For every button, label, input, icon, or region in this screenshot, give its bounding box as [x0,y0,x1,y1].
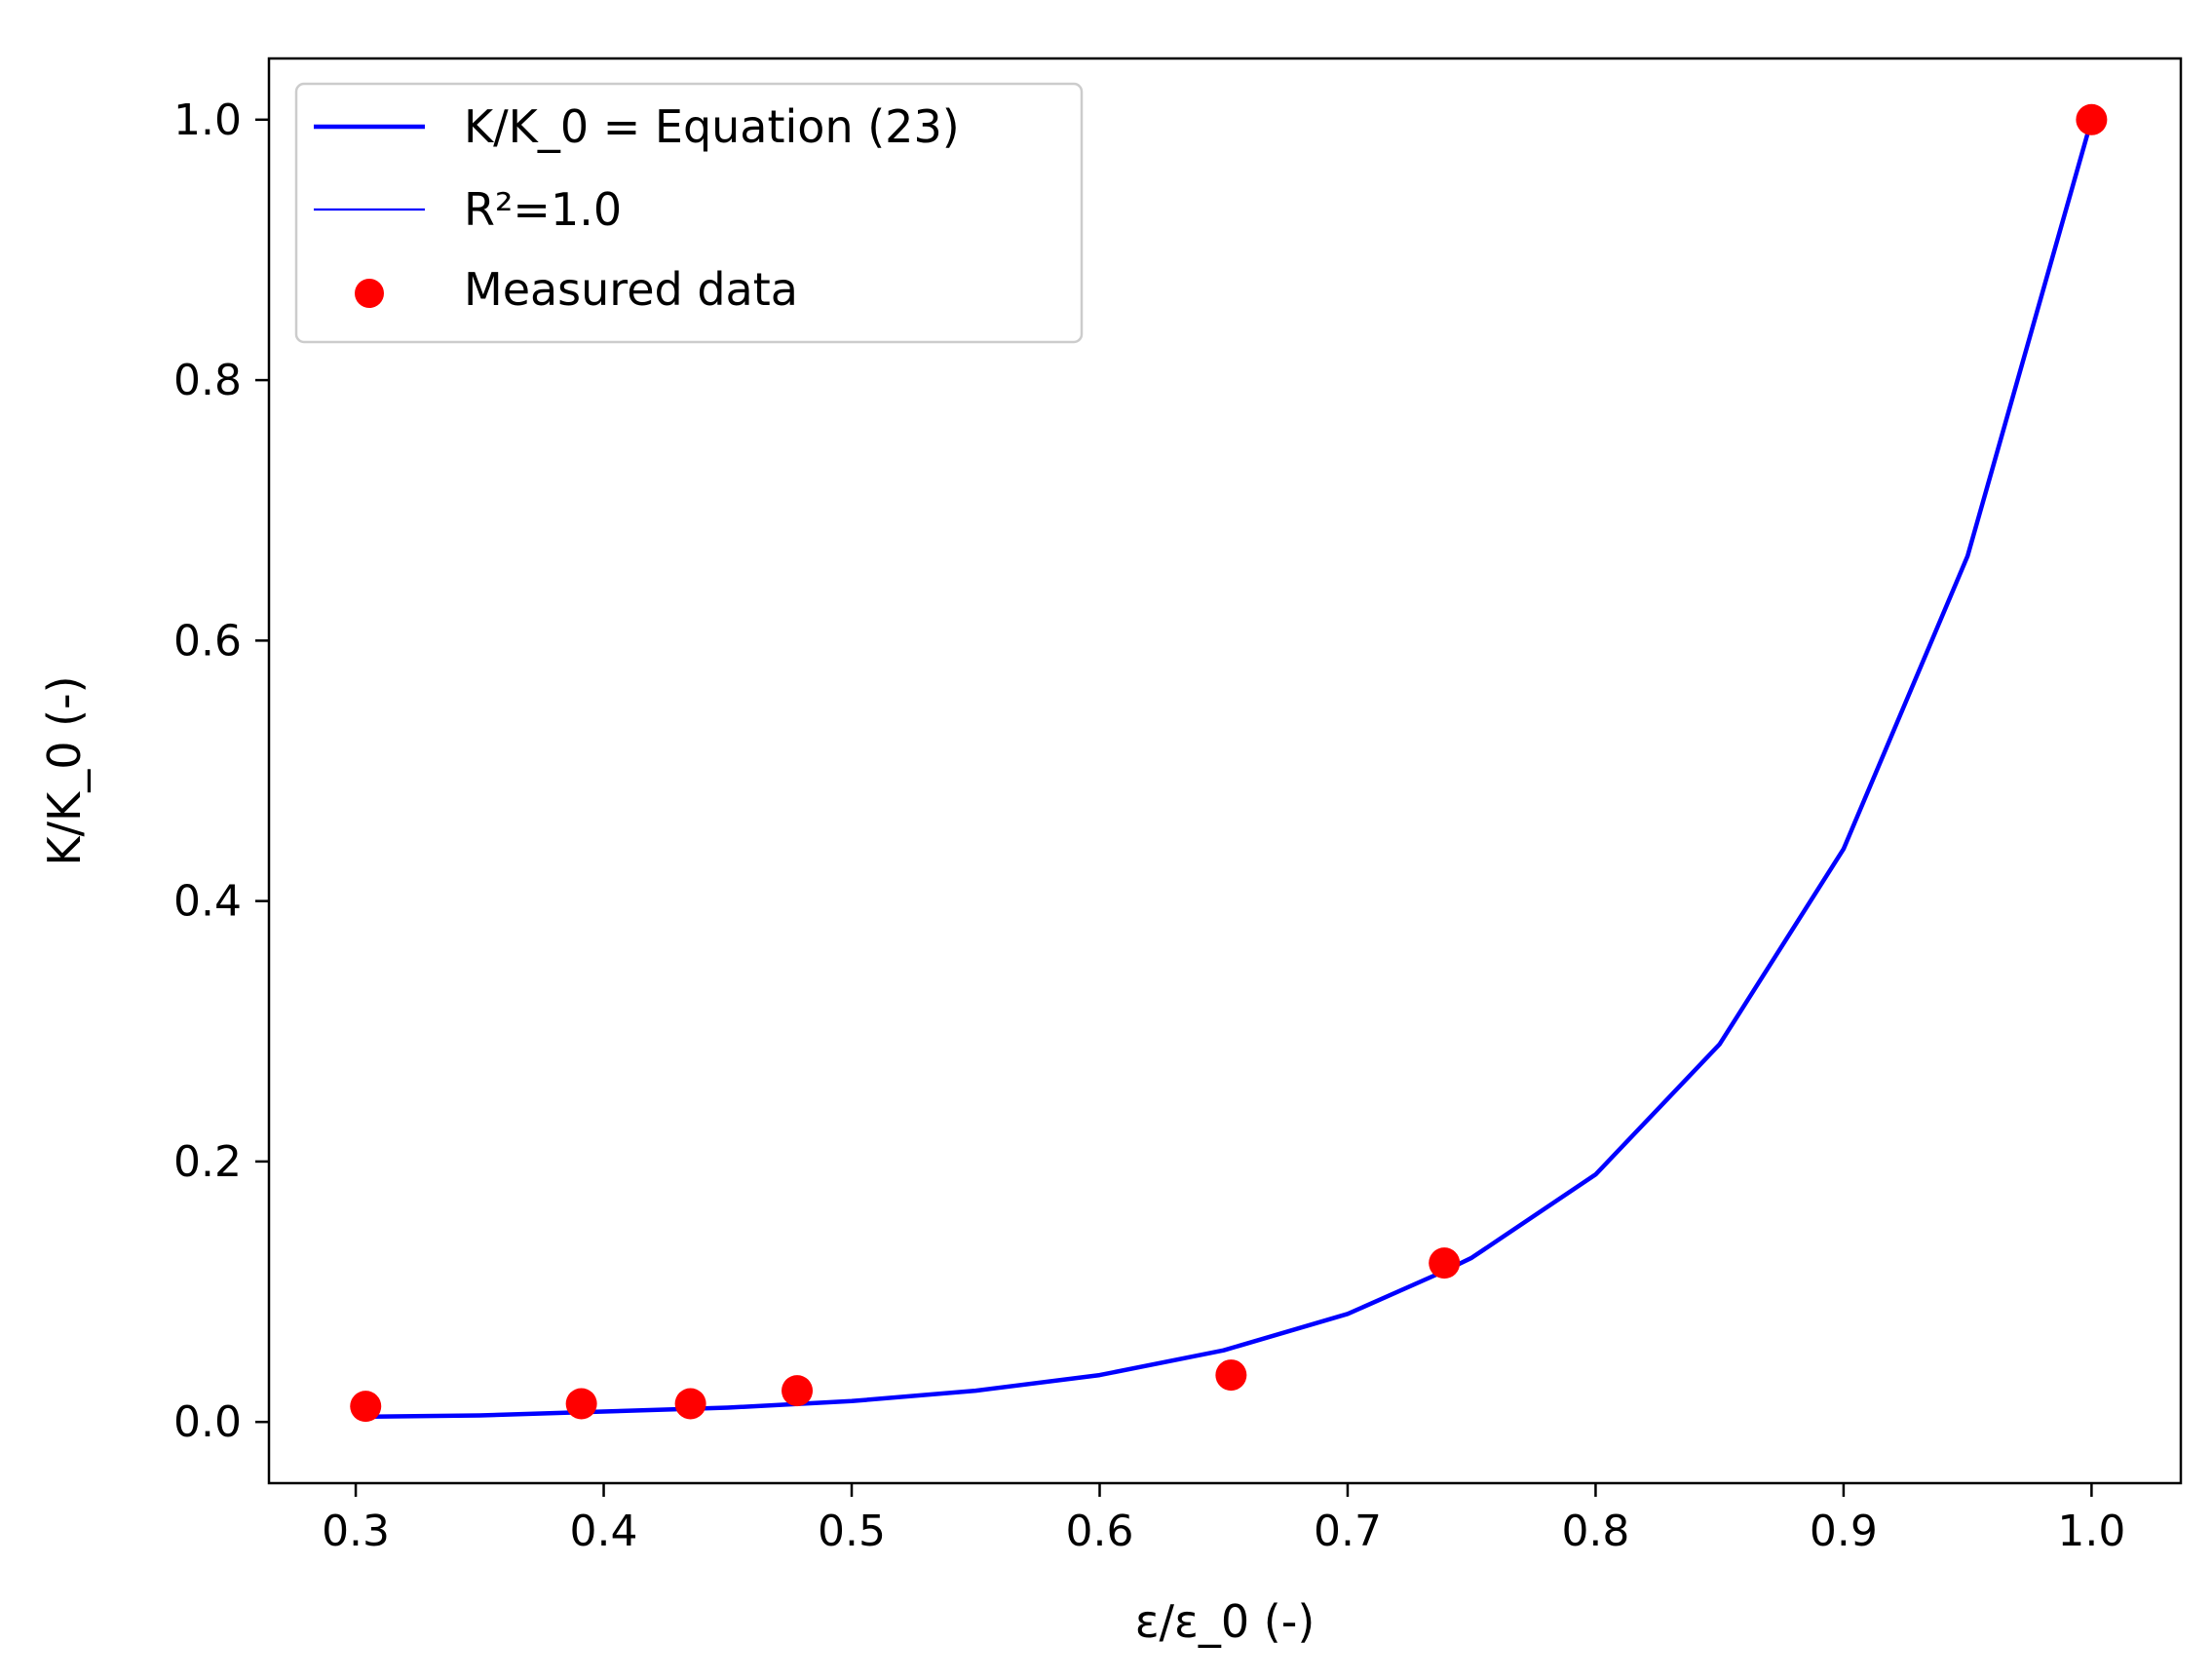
measured-data-point [782,1375,814,1407]
y-tick-label: 0.0 [173,1397,242,1447]
legend: K/K_0 = Equation (23) R²=1.0 Measured da… [294,82,1084,344]
legend-label-r2: R²=1.0 [464,183,622,236]
x-tick-label: 0.7 [1314,1507,1382,1556]
y-tick-label: 0.4 [173,877,242,927]
x-tick-label: 0.6 [1065,1507,1133,1556]
y-axis-ticks: 0.0 0.2 0.4 0.6 0.8 1.0 [173,95,269,1447]
x-tick-label: 0.9 [1810,1507,1878,1556]
x-axis-ticks: 0.3 0.4 0.5 0.6 0.7 0.8 0.9 1.0 [322,1483,2125,1556]
legend-box [294,82,1084,344]
x-tick-label: 0.4 [570,1507,638,1556]
x-tick-label: 0.3 [322,1507,390,1556]
series-lines [362,117,2094,1420]
legend-label-equation: K/K_0 = Equation (23) [464,100,960,153]
plot-area-frame [267,57,2183,1485]
y-axis-label: K/K_0 (-) [38,675,91,865]
equation-curve [362,117,2094,1420]
x-tick-label: 1.0 [2057,1507,2125,1556]
measured-data-point [350,1391,382,1423]
measured-data-point [1215,1359,1247,1392]
y-tick-label: 1.0 [173,95,242,145]
measured-data-point [1429,1247,1461,1279]
measured-data-point [2076,103,2108,135]
x-tick-label: 0.8 [1561,1507,1629,1556]
y-tick-label: 0.2 [173,1137,242,1187]
x-axis-label: ε/ε_0 (-) [1135,1595,1316,1648]
y-tick-label: 0.8 [173,356,242,405]
legend-swatch-measured-marker [355,279,384,308]
series-points [350,103,2108,1423]
measured-data-point [674,1388,706,1420]
measured-data-point [565,1388,597,1420]
y-tick-label: 0.6 [173,616,242,666]
x-tick-label: 0.5 [818,1507,886,1556]
legend-label-measured: Measured data [464,263,798,316]
